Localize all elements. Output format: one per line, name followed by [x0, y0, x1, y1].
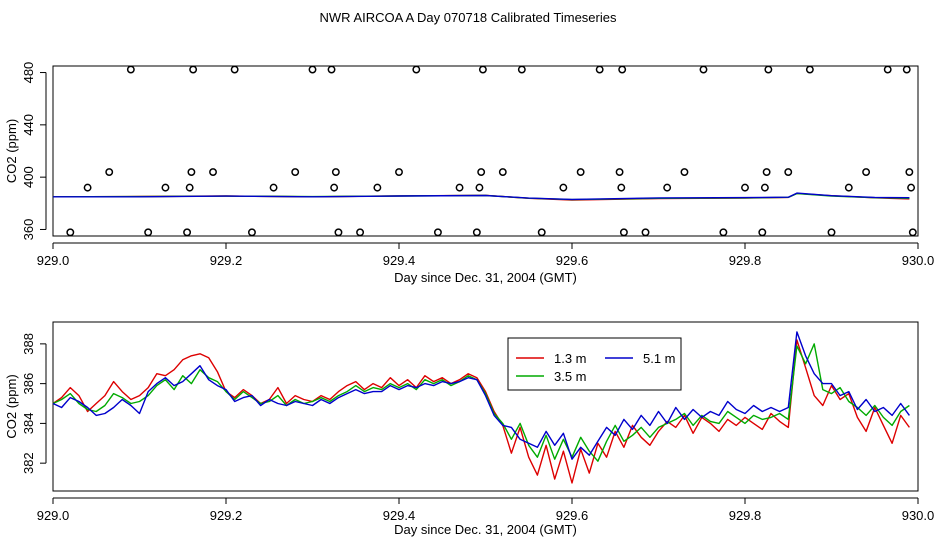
- y-tick-label: 386: [21, 373, 36, 395]
- data-point: [719, 228, 728, 237]
- plot-frame: [52, 321, 919, 492]
- data-point: [327, 65, 336, 74]
- data-point: [862, 168, 871, 177]
- x-axis-label: Day since Dec. 31, 2004 (GMT): [394, 522, 577, 537]
- data-point: [576, 168, 585, 177]
- data-point: [433, 228, 442, 237]
- x-tick-label: 929.2: [210, 253, 243, 268]
- x-axis-label: Day since Dec. 31, 2004 (GMT): [394, 270, 577, 285]
- x-tick-label: 929.8: [729, 253, 762, 268]
- series-line-1-3-m: [52, 339, 910, 484]
- x-tick-label: 929.4: [383, 253, 416, 268]
- data-point: [827, 228, 836, 237]
- data-point: [902, 65, 911, 74]
- x-tick-label: 929.0: [37, 253, 70, 268]
- data-point: [187, 168, 196, 177]
- data-point: [784, 168, 793, 177]
- data-point: [83, 183, 92, 192]
- data-point: [161, 183, 170, 192]
- data-point: [209, 168, 217, 177]
- y-axis-label: CO2 (ppm): [4, 119, 19, 183]
- legend-label: 5.1 m: [643, 351, 676, 366]
- data-point: [559, 183, 568, 192]
- data-point: [308, 65, 317, 74]
- x-tick-label: 929.6: [556, 253, 589, 268]
- data-point: [105, 168, 114, 177]
- y-tick-label: 480: [21, 62, 36, 84]
- data-point: [66, 228, 75, 237]
- data-point: [472, 228, 481, 237]
- legend-label: 3.5 m: [554, 369, 587, 384]
- data-point: [617, 183, 626, 192]
- data-point: [641, 228, 650, 237]
- data-point: [331, 168, 340, 177]
- data-point: [144, 228, 153, 237]
- data-point: [741, 183, 749, 192]
- data-point: [334, 228, 343, 237]
- series-line-5-1-m: [52, 331, 910, 460]
- x-tick-label: 929.4: [383, 508, 416, 523]
- data-point: [455, 183, 464, 192]
- data-point: [412, 65, 421, 74]
- data-point: [183, 228, 192, 237]
- panel-2: 929.0 929.2 929.4 929.6 929.8 930.0 Day since …: [4, 321, 935, 537]
- x-tick-label: 930.0: [902, 508, 935, 523]
- data-point: [805, 65, 814, 74]
- data-point: [185, 183, 194, 192]
- plot-frame: [52, 65, 919, 237]
- y-tick-label: 382: [21, 452, 36, 474]
- data-point: [680, 168, 689, 177]
- data-point: [663, 183, 672, 192]
- x-tick-label: 929.2: [210, 508, 243, 523]
- data-point: [618, 65, 627, 74]
- x-tick-label: 929.8: [729, 508, 762, 523]
- data-point: [907, 183, 916, 192]
- legend-box: [507, 337, 682, 391]
- chart-title: NWR AIRCOA A Day 070718 Calibrated Times…: [320, 10, 617, 25]
- legend: 1.3 m 3.5 m 5.1 m: [507, 337, 682, 391]
- data-point: [760, 183, 769, 192]
- y-tick-label: 440: [21, 114, 36, 136]
- data-point: [699, 65, 708, 74]
- data-point: [758, 228, 767, 237]
- data-point: [595, 65, 604, 74]
- data-point: [126, 65, 135, 74]
- y-tick-label: 400: [21, 166, 36, 188]
- data-point: [883, 65, 892, 74]
- data-point: [330, 183, 339, 192]
- x-tick-label: 929.6: [556, 508, 589, 523]
- data-point: [230, 65, 239, 74]
- data-point: [844, 183, 853, 192]
- data-point: [356, 228, 365, 237]
- data-point: [475, 183, 484, 192]
- data-point: [395, 168, 403, 177]
- data-point: [905, 168, 914, 177]
- y-tick-label: 388: [21, 333, 36, 355]
- data-point: [517, 65, 526, 74]
- data-point: [498, 168, 507, 177]
- series-line-5-1-m: [53, 192, 910, 201]
- data-point: [189, 65, 198, 74]
- data-point: [373, 183, 382, 192]
- data-point: [908, 228, 917, 237]
- data-point: [269, 183, 278, 192]
- legend-label: 1.3 m: [554, 351, 587, 366]
- data-point: [619, 228, 628, 237]
- y-tick-label: 384: [21, 413, 36, 435]
- data-point: [762, 168, 771, 177]
- x-tick-label: 930.0: [902, 253, 935, 268]
- y-tick-label: 360: [21, 219, 36, 241]
- panel-1: 929.0 929.2 929.4 929.6 929.8 930.0 Day since …: [4, 62, 934, 285]
- data-point: [477, 168, 486, 177]
- x-tick-label: 929.0: [37, 508, 70, 523]
- data-point: [248, 228, 256, 237]
- data-point: [764, 65, 773, 74]
- data-point: [291, 168, 300, 177]
- data-point: [478, 65, 487, 74]
- data-point: [537, 228, 546, 237]
- y-axis-label: CO2 (ppm): [4, 374, 19, 438]
- data-point: [615, 168, 624, 177]
